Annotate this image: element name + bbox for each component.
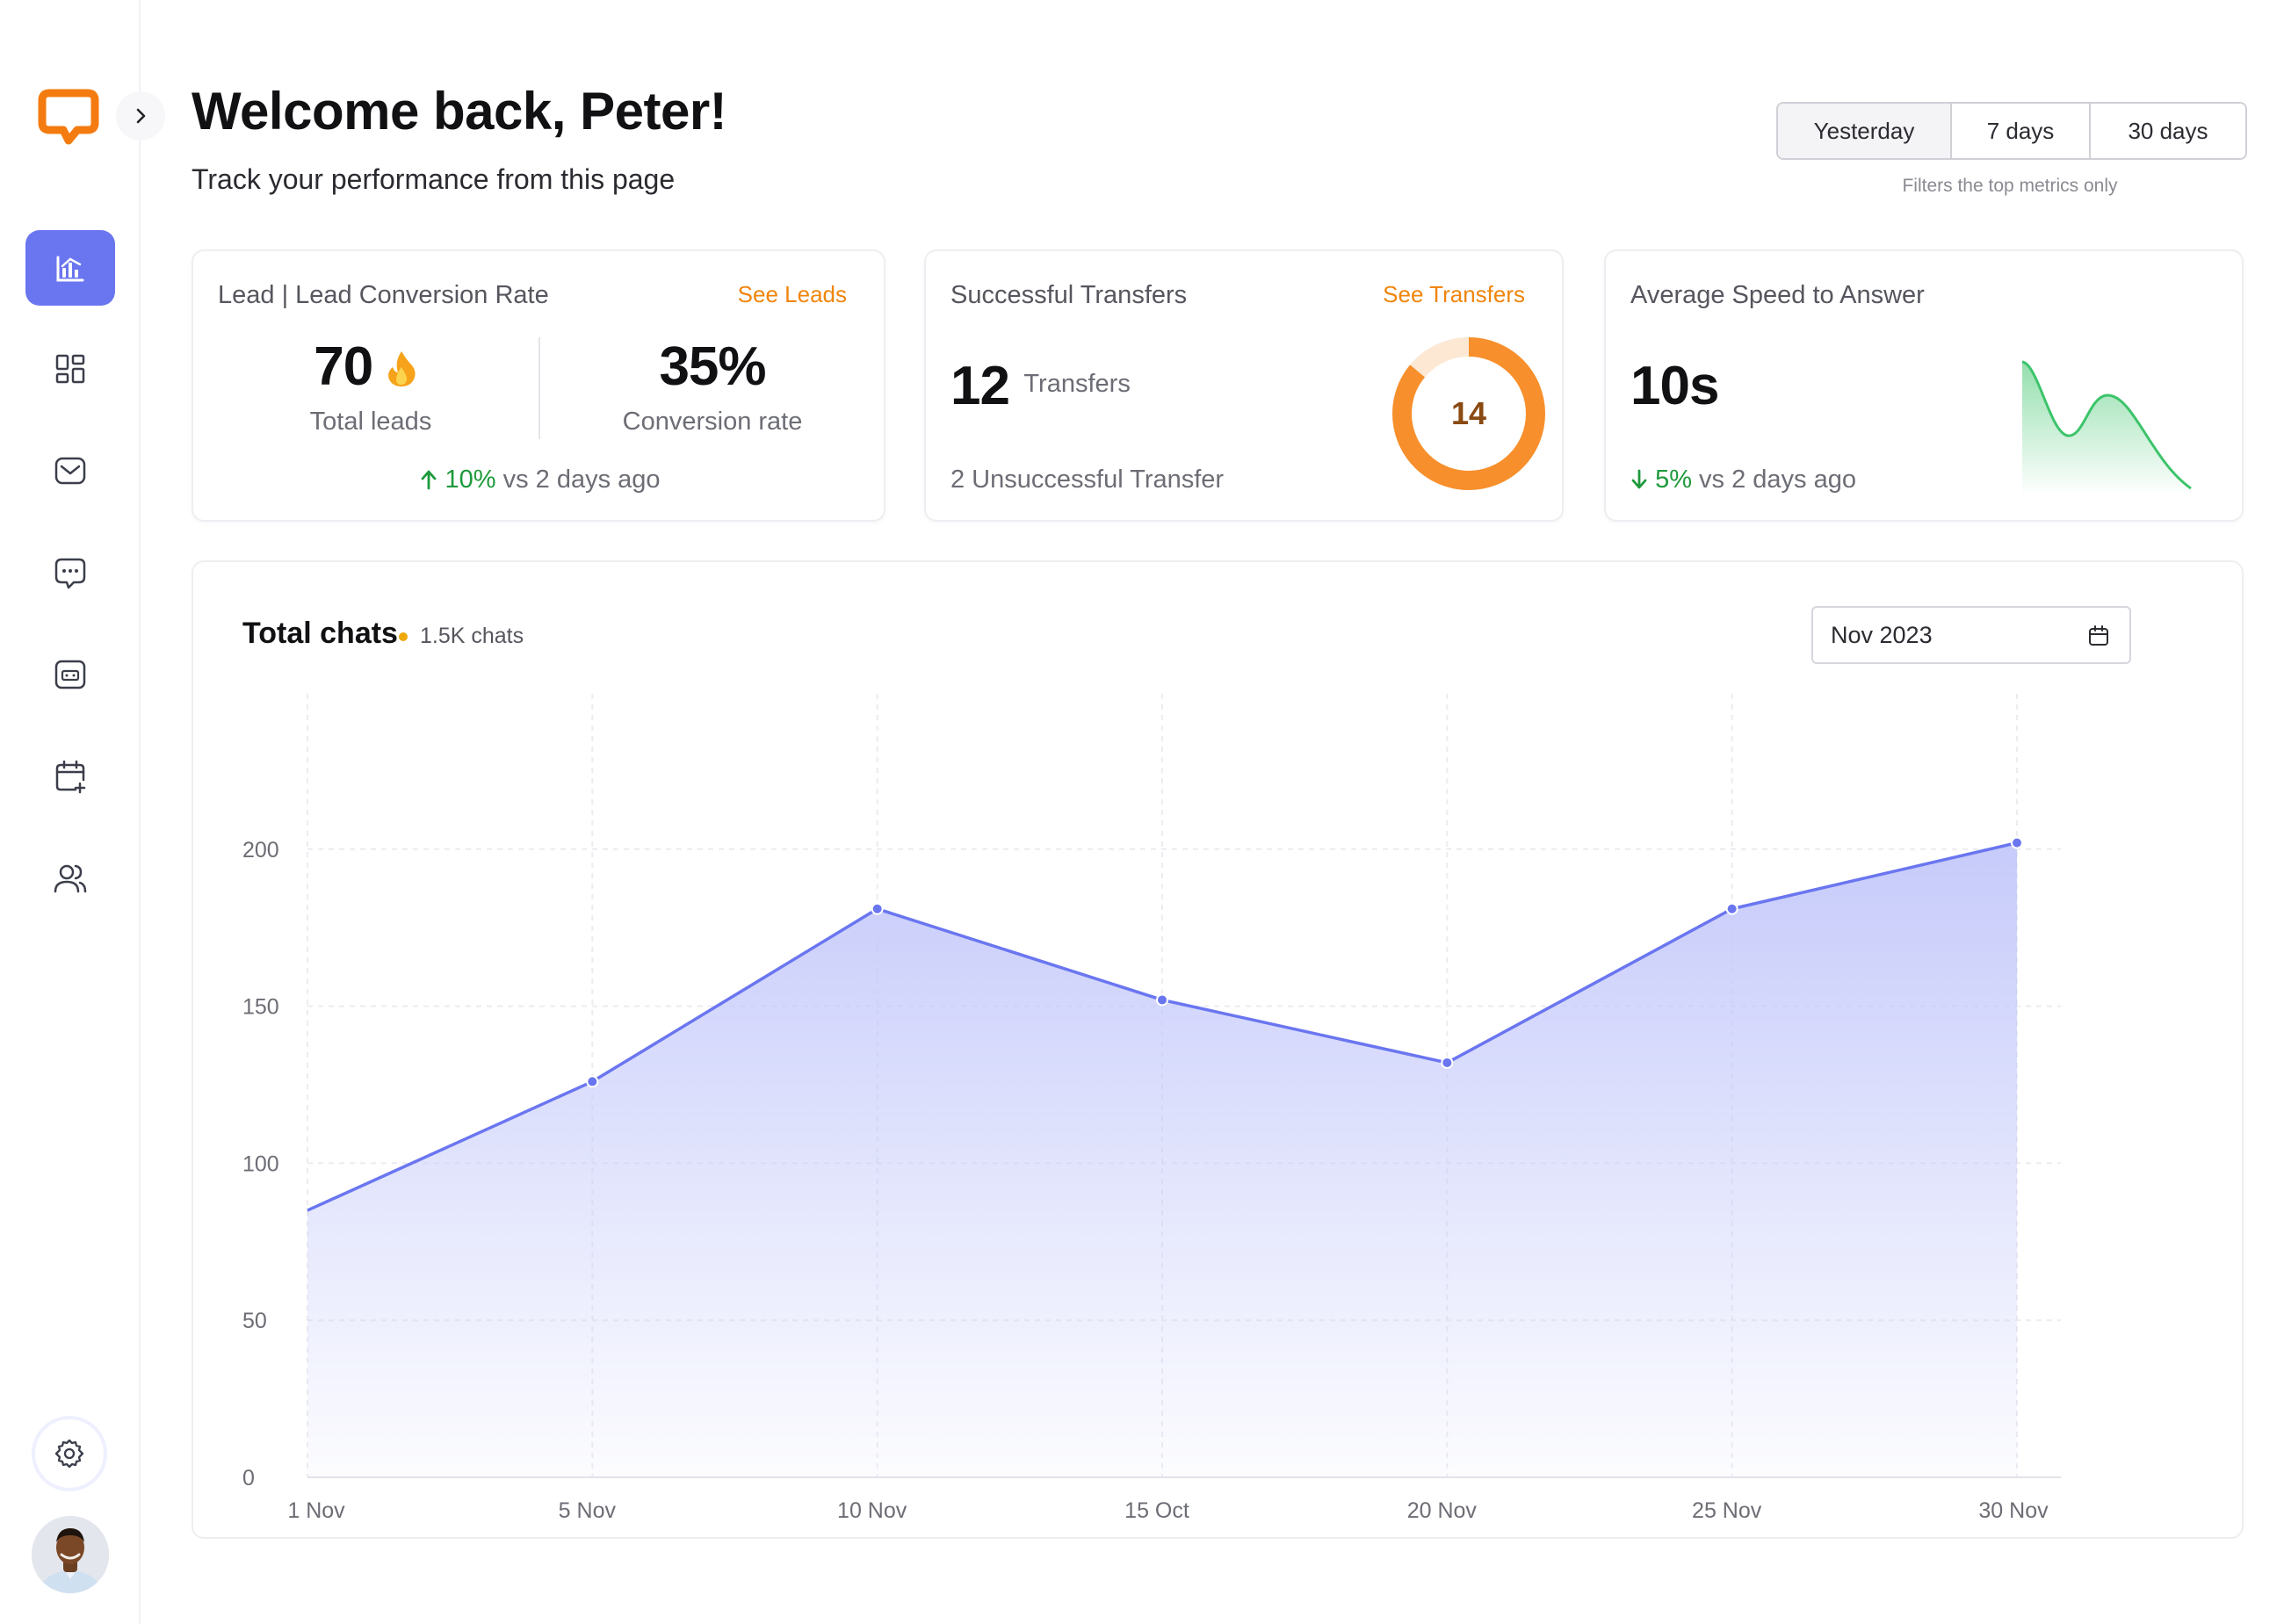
transfers-value: 12: [950, 356, 1010, 416]
dashboard-grid-icon: [55, 354, 85, 384]
x-tick-label: 20 Nov: [1407, 1498, 1478, 1523]
chart-point[interactable]: [1441, 1056, 1454, 1069]
speed-value: 10s: [1630, 356, 1719, 416]
conversion-rate-value: 35%: [659, 336, 766, 397]
page-title: Welcome back, Peter!: [192, 82, 727, 141]
donut-center-value: 14: [1451, 395, 1486, 431]
range-filter-note: Filters the top metrics only: [1902, 176, 2118, 196]
see-leads-link[interactable]: See Leads: [737, 281, 847, 307]
total-chats-area-chart: 0 50 100 150 200 1 Nov 5 Nov 10 Nov 15 Oct 20 Nov…: [242, 694, 2061, 1523]
fire-icon: [387, 351, 416, 386]
x-tick-label: 30 Nov: [1978, 1498, 2049, 1523]
app-logo[interactable]: [37, 84, 100, 148]
y-tick-label: 150: [242, 995, 279, 1020]
arrow-up-icon: [422, 470, 437, 490]
inbox-icon: [54, 457, 86, 485]
total-leads-label: Total leads: [309, 408, 432, 436]
users-icon: [54, 864, 87, 893]
chart-title: Total chats: [242, 617, 398, 650]
transfers-donut-chart: 14: [1392, 337, 1545, 490]
speed-sparkline: [2021, 360, 2192, 495]
sidebar-item-users[interactable]: [25, 841, 115, 916]
arrow-down-icon: [1631, 469, 1647, 489]
sidebar-item-bots[interactable]: [25, 637, 115, 712]
lead-change-text: vs 2 days ago: [502, 466, 661, 494]
unsuccessful-transfers: 2 Unsuccessful Transfer: [950, 466, 1225, 494]
x-tick-label: 10 Nov: [837, 1498, 907, 1523]
chart-area-fill: [307, 842, 2017, 1477]
transfers-unit: Transfers: [1023, 370, 1131, 398]
chart-status-dot: [399, 632, 408, 641]
lead-card-title: Lead | Lead Conversion Rate: [218, 281, 549, 309]
lead-change-value: 10%: [445, 466, 496, 494]
y-tick-label: 0: [242, 1466, 255, 1490]
y-tick-label: 100: [242, 1151, 279, 1176]
sidebar-item-analytics[interactable]: [25, 230, 115, 306]
bar-chart-icon: [56, 256, 84, 282]
lead-conversion-card: Lead | Lead Conversion Rate See Leads 70…: [192, 249, 885, 522]
chart-point[interactable]: [1156, 993, 1168, 1007]
total-leads-block: 70: [193, 336, 539, 398]
sidebar-item-calendar[interactable]: [25, 739, 115, 814]
see-transfers-link[interactable]: See Transfers: [1383, 281, 1525, 307]
lead-change-row: 10% vs 2 days ago: [193, 466, 887, 494]
month-picker-value: Nov 2023: [1831, 621, 1933, 648]
sidebar: [0, 0, 165, 1624]
y-tick-label: 50: [242, 1309, 267, 1333]
range-30-days-button[interactable]: 30 days: [2091, 104, 2245, 158]
total-leads-value: 70: [314, 336, 373, 397]
card-divider: [538, 337, 540, 439]
chevron-right-icon: [136, 108, 146, 124]
x-tick-label: 1 Nov: [287, 1498, 345, 1523]
chart-point[interactable]: [871, 902, 884, 915]
chart-subtitle: 1.5K chats: [420, 624, 524, 648]
chart-point[interactable]: [2011, 836, 2023, 849]
sidebar-collapse-button[interactable]: [116, 91, 165, 141]
bot-icon: [54, 660, 86, 689]
x-tick-label: 15 Oct: [1124, 1498, 1189, 1523]
transfers-count-row: 12 Transfers: [950, 355, 1131, 417]
gear-icon: [54, 1439, 84, 1469]
range-7-days-button[interactable]: 7 days: [1952, 104, 2091, 158]
sidebar-item-inbox[interactable]: [25, 433, 115, 509]
range-yesterday-button[interactable]: Yesterday: [1778, 104, 1952, 158]
settings-button[interactable]: [32, 1416, 107, 1491]
user-avatar[interactable]: [32, 1516, 109, 1593]
x-tick-label: 5 Nov: [559, 1498, 617, 1523]
page-subtitle: Track your performance from this page: [192, 163, 676, 195]
sidebar-item-chats[interactable]: [25, 535, 115, 610]
chat-bubble-icon: [54, 558, 86, 589]
speed-card-title: Average Speed to Answer: [1630, 281, 1925, 309]
calendar-add-icon: [55, 760, 86, 794]
x-tick-label: 25 Nov: [1692, 1498, 1762, 1523]
y-tick-label: 200: [242, 838, 279, 863]
sparkline-line: [2021, 360, 2192, 490]
chart-point[interactable]: [586, 1075, 599, 1088]
speed-to-answer-card: Average Speed to Answer 10s 5% vs 2 days…: [1604, 249, 2244, 522]
total-chats-card: Total chats 1.5K chats Nov 2023 0 50 100 15…: [192, 560, 2244, 1539]
speed-change-row: 5% vs 2 days ago: [1630, 466, 1856, 494]
conversion-rate-label: Conversion rate: [622, 408, 803, 436]
chart-point[interactable]: [1725, 902, 1738, 915]
sidebar-item-dashboard[interactable]: [25, 331, 115, 407]
month-picker[interactable]: Nov 2023: [1811, 606, 2131, 664]
speed-change-value: 5%: [1655, 466, 1692, 494]
date-range-segmented-control: Yesterday 7 days 30 days: [1776, 102, 2247, 160]
speed-change-text: vs 2 days ago: [1699, 466, 1856, 494]
transfers-card-title: Successful Transfers: [950, 281, 1188, 309]
donut-arc: [1392, 337, 1545, 490]
calendar-icon: [2089, 625, 2108, 646]
transfers-card: Successful Transfers See Transfers 12 Tr…: [924, 249, 1564, 522]
